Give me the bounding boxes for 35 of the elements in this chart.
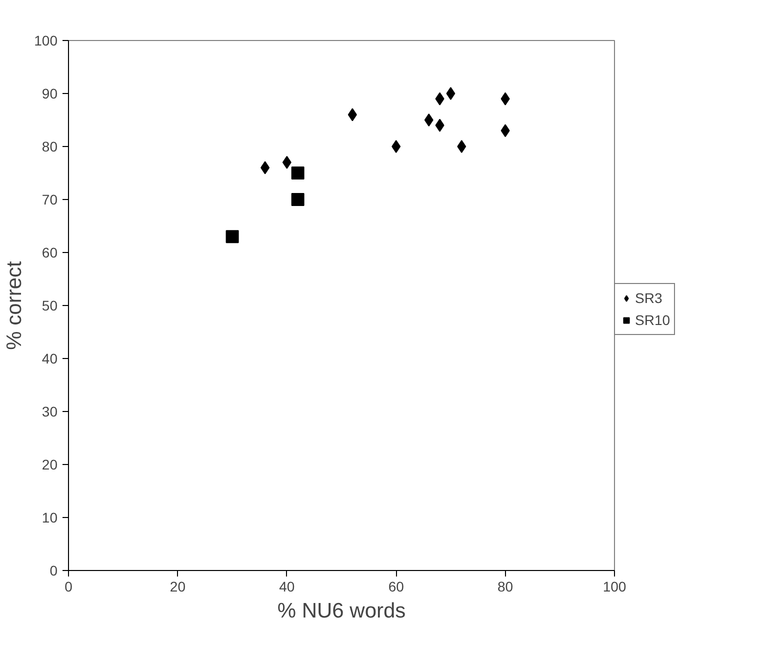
y-tick-label: 30 xyxy=(42,404,58,420)
point xyxy=(500,124,510,138)
point xyxy=(500,92,510,106)
y-tick-label: 60 xyxy=(42,244,58,260)
y-tick-label: 20 xyxy=(42,456,58,472)
point xyxy=(291,193,304,206)
point xyxy=(291,166,304,180)
point xyxy=(424,114,434,126)
point xyxy=(392,140,401,153)
point xyxy=(348,108,357,122)
legend-label: SR10 xyxy=(635,312,670,328)
point xyxy=(457,140,466,153)
y-tick-label: 10 xyxy=(42,510,58,526)
point xyxy=(446,87,456,100)
point xyxy=(282,156,292,169)
y-tick-label: 40 xyxy=(42,350,58,366)
y-tick-label: 80 xyxy=(42,138,58,154)
point xyxy=(435,92,444,106)
x-tick-label: 40 xyxy=(279,578,295,594)
point xyxy=(226,230,239,244)
y-tick-label: 0 xyxy=(50,562,58,578)
x-tick-label: 60 xyxy=(388,578,404,594)
y-tick-label: 50 xyxy=(42,298,58,314)
y-tick-label: 70 xyxy=(42,192,58,208)
point xyxy=(435,118,444,132)
y-axis-title: % correct xyxy=(3,260,26,350)
x-tick-label: 20 xyxy=(170,578,186,594)
x-axis-title: % NU6 words xyxy=(277,600,406,622)
x-tick-label: 0 xyxy=(64,578,73,594)
point xyxy=(260,161,270,174)
y-tick-label: 100 xyxy=(34,32,58,48)
legend-label: SR3 xyxy=(635,290,662,306)
x-tick-label: 100 xyxy=(602,578,626,594)
x-tick-label: 80 xyxy=(498,578,514,594)
y-tick-label: 90 xyxy=(42,86,58,102)
